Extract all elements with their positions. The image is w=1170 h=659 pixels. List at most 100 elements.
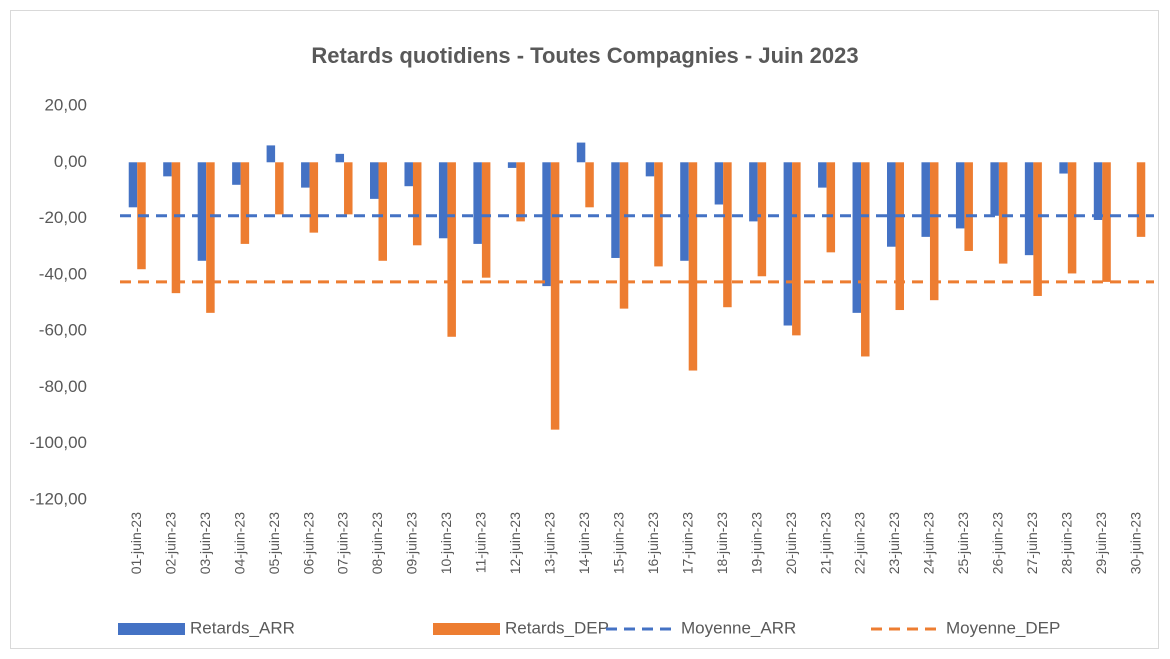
bar bbox=[1136, 162, 1146, 237]
bar bbox=[749, 162, 758, 222]
bar bbox=[507, 162, 517, 168]
bar bbox=[1102, 162, 1111, 282]
bar bbox=[1093, 162, 1103, 220]
x-tick-label: 26-juin-23 bbox=[990, 512, 1006, 574]
chart-frame bbox=[10, 10, 1159, 649]
x-tick-label: 02-juin-23 bbox=[162, 512, 178, 574]
bar bbox=[998, 162, 1008, 264]
x-tick-label: 06-juin-23 bbox=[300, 512, 316, 574]
bar bbox=[714, 162, 724, 205]
bar bbox=[654, 162, 663, 267]
x-tick-label: 10-juin-23 bbox=[438, 512, 454, 574]
bar bbox=[542, 162, 551, 287]
x-tick-label: 24-juin-23 bbox=[921, 512, 937, 574]
bar bbox=[1024, 162, 1034, 256]
bar bbox=[481, 162, 491, 278]
x-tick-label: 20-juin-23 bbox=[783, 512, 799, 574]
x-tick-label: 04-juin-23 bbox=[231, 512, 247, 574]
bar bbox=[895, 162, 904, 311]
bar bbox=[128, 162, 138, 208]
bar bbox=[171, 162, 181, 294]
legend-label: Moyenne_ARR bbox=[681, 618, 796, 637]
bar bbox=[818, 162, 827, 188]
chart-title: Retards quotidiens - Toutes Compagnies -… bbox=[311, 43, 858, 68]
bar bbox=[163, 162, 172, 177]
y-tick-label: -120,00 bbox=[29, 489, 87, 508]
bar bbox=[585, 162, 594, 208]
bar bbox=[404, 162, 413, 187]
x-tick-label: 21-juin-23 bbox=[817, 512, 833, 574]
x-tick-label: 14-juin-23 bbox=[576, 512, 592, 574]
y-tick-label: -60,00 bbox=[39, 321, 87, 340]
bar bbox=[645, 162, 655, 177]
bar bbox=[1059, 162, 1068, 174]
x-tick-label: 17-juin-23 bbox=[679, 512, 695, 574]
x-tick-label: 22-juin-23 bbox=[852, 512, 868, 574]
y-tick-label: 0,00 bbox=[54, 152, 87, 171]
x-tick-label: 08-juin-23 bbox=[369, 512, 385, 574]
bar bbox=[1067, 162, 1077, 274]
bar bbox=[378, 162, 387, 261]
x-tick-label: 25-juin-23 bbox=[955, 512, 971, 574]
x-tick-label: 13-juin-23 bbox=[542, 512, 558, 574]
bar bbox=[861, 162, 870, 357]
bar bbox=[964, 162, 973, 251]
bar bbox=[370, 162, 379, 199]
bar bbox=[301, 162, 310, 188]
bar bbox=[611, 162, 620, 258]
bar bbox=[852, 162, 862, 313]
x-tick-label: 29-juin-23 bbox=[1093, 512, 1109, 574]
bar bbox=[344, 162, 353, 215]
y-tick-label: -20,00 bbox=[39, 208, 87, 227]
legend-swatch bbox=[433, 623, 500, 635]
bar bbox=[275, 162, 284, 215]
x-tick-label: 15-juin-23 bbox=[610, 512, 626, 574]
bar bbox=[783, 162, 793, 326]
x-tick-label: 03-juin-23 bbox=[197, 512, 213, 574]
legend-label: Retards_DEP bbox=[505, 618, 609, 637]
x-tick-label: 16-juin-23 bbox=[645, 512, 661, 574]
bar bbox=[990, 162, 999, 216]
bar bbox=[887, 162, 896, 247]
bar bbox=[688, 162, 698, 371]
x-tick-label: 07-juin-23 bbox=[335, 512, 351, 574]
bar bbox=[680, 162, 689, 261]
legend-label: Retards_ARR bbox=[190, 618, 295, 637]
y-tick-label: -40,00 bbox=[39, 264, 87, 283]
bar bbox=[1033, 162, 1042, 296]
legend-swatch bbox=[118, 623, 185, 635]
bar bbox=[757, 162, 767, 277]
x-tick-label: 01-juin-23 bbox=[128, 512, 144, 574]
legend-label: Moyenne_DEP bbox=[946, 618, 1060, 637]
bar bbox=[197, 162, 207, 261]
bar bbox=[723, 162, 732, 308]
x-tick-label: 09-juin-23 bbox=[404, 512, 420, 574]
x-tick-label: 18-juin-23 bbox=[714, 512, 730, 574]
x-tick-label: 11-juin-23 bbox=[473, 512, 489, 573]
y-tick-label: -80,00 bbox=[39, 377, 87, 396]
x-tick-label: 30-juin-23 bbox=[1127, 512, 1143, 574]
y-tick-label: -100,00 bbox=[29, 433, 87, 452]
bar bbox=[792, 162, 801, 336]
bar bbox=[473, 162, 482, 244]
bar bbox=[447, 162, 456, 337]
bar bbox=[826, 162, 836, 253]
x-tick-label: 19-juin-23 bbox=[748, 512, 764, 574]
bar bbox=[619, 162, 629, 309]
bar bbox=[206, 162, 215, 313]
bar bbox=[266, 145, 276, 163]
bar bbox=[335, 153, 345, 163]
bar bbox=[550, 162, 560, 430]
x-tick-label: 23-juin-23 bbox=[886, 512, 902, 574]
bar bbox=[921, 162, 930, 237]
x-tick-label: 12-juin-23 bbox=[507, 512, 523, 574]
bar bbox=[240, 162, 250, 244]
bar bbox=[412, 162, 422, 246]
bar bbox=[309, 162, 319, 233]
y-tick-label: 20,00 bbox=[44, 95, 87, 114]
bar bbox=[516, 162, 525, 222]
bar bbox=[576, 142, 586, 163]
bar bbox=[929, 162, 939, 301]
x-tick-label: 05-juin-23 bbox=[266, 512, 282, 574]
